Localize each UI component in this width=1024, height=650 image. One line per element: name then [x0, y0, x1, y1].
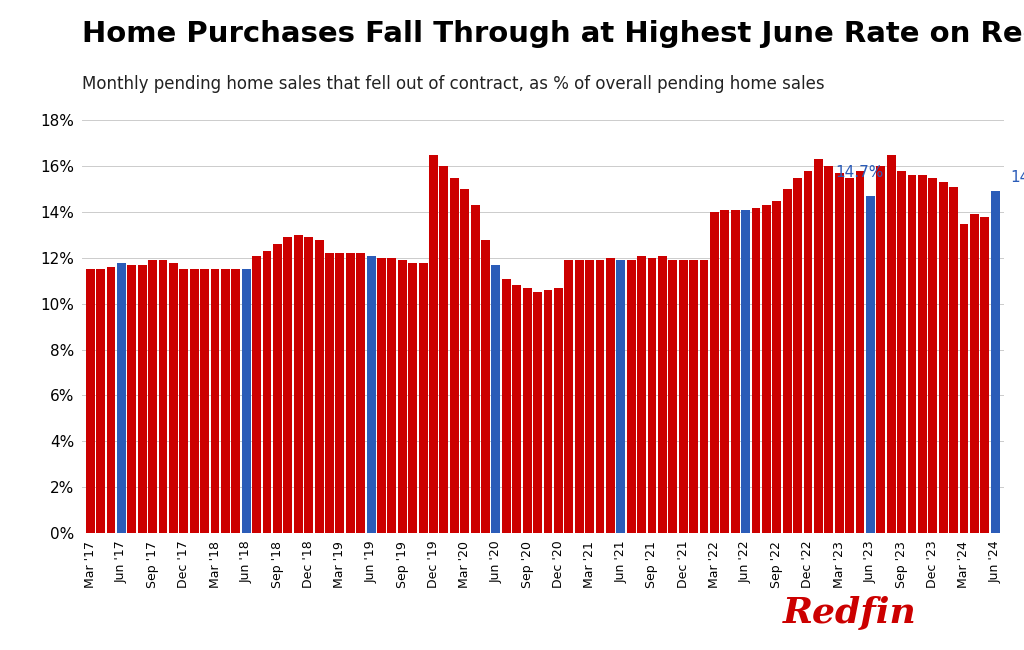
- Bar: [772, 201, 781, 533]
- Bar: [814, 159, 823, 533]
- Bar: [262, 251, 271, 533]
- Bar: [866, 196, 874, 533]
- Bar: [522, 288, 531, 533]
- Bar: [273, 244, 282, 533]
- Bar: [720, 210, 729, 533]
- Bar: [554, 288, 563, 533]
- Bar: [762, 205, 771, 533]
- Bar: [929, 177, 937, 533]
- Bar: [741, 210, 750, 533]
- Bar: [356, 254, 366, 533]
- Bar: [284, 237, 292, 533]
- Bar: [699, 260, 709, 533]
- Bar: [804, 171, 812, 533]
- Bar: [794, 177, 802, 533]
- Bar: [231, 269, 241, 533]
- Text: 14.7%: 14.7%: [836, 165, 884, 180]
- Text: Redfin: Redfin: [782, 597, 916, 630]
- Bar: [294, 235, 303, 533]
- Bar: [96, 269, 105, 533]
- Bar: [918, 176, 927, 533]
- Bar: [336, 254, 344, 533]
- Bar: [689, 260, 698, 533]
- Bar: [86, 269, 94, 533]
- Bar: [731, 210, 739, 533]
- Bar: [367, 255, 376, 533]
- Bar: [419, 263, 428, 533]
- Bar: [429, 155, 438, 533]
- Bar: [980, 216, 989, 533]
- Bar: [398, 260, 407, 533]
- Bar: [949, 187, 958, 533]
- Bar: [616, 260, 626, 533]
- Bar: [637, 255, 646, 533]
- Bar: [138, 265, 146, 533]
- Bar: [679, 260, 687, 533]
- Bar: [596, 260, 604, 533]
- Bar: [877, 166, 885, 533]
- Bar: [148, 260, 157, 533]
- Bar: [325, 254, 334, 533]
- Bar: [346, 254, 354, 533]
- Bar: [959, 224, 969, 533]
- Bar: [939, 182, 947, 533]
- Bar: [585, 260, 594, 533]
- Bar: [574, 260, 584, 533]
- Bar: [845, 177, 854, 533]
- Bar: [502, 279, 511, 533]
- Bar: [897, 171, 906, 533]
- Bar: [907, 176, 916, 533]
- Bar: [752, 207, 761, 533]
- Bar: [252, 255, 261, 533]
- Bar: [481, 240, 489, 533]
- Bar: [627, 260, 636, 533]
- Bar: [106, 267, 116, 533]
- Bar: [492, 265, 501, 533]
- Bar: [970, 214, 979, 533]
- Bar: [710, 212, 719, 533]
- Bar: [534, 292, 542, 533]
- Bar: [127, 265, 136, 533]
- Bar: [169, 263, 178, 533]
- Bar: [387, 258, 396, 533]
- Bar: [201, 269, 209, 533]
- Bar: [606, 258, 614, 533]
- Bar: [189, 269, 199, 533]
- Bar: [221, 269, 229, 533]
- Bar: [657, 255, 667, 533]
- Bar: [304, 237, 313, 533]
- Bar: [409, 263, 417, 533]
- Bar: [242, 269, 251, 533]
- Bar: [824, 166, 834, 533]
- Bar: [179, 269, 188, 533]
- Text: 14.9%: 14.9%: [1011, 170, 1024, 185]
- Bar: [991, 192, 999, 533]
- Bar: [471, 205, 479, 533]
- Bar: [782, 189, 792, 533]
- Bar: [159, 260, 168, 533]
- Bar: [512, 285, 521, 533]
- Bar: [647, 258, 656, 533]
- Bar: [669, 260, 677, 533]
- Bar: [835, 173, 844, 533]
- Bar: [314, 240, 324, 533]
- Bar: [544, 290, 552, 533]
- Bar: [564, 260, 573, 533]
- Bar: [117, 263, 126, 533]
- Text: Monthly pending home sales that fell out of contract, as % of overall pending ho: Monthly pending home sales that fell out…: [82, 75, 824, 93]
- Bar: [450, 177, 459, 533]
- Bar: [856, 171, 864, 533]
- Bar: [460, 189, 469, 533]
- Bar: [211, 269, 219, 533]
- Text: Home Purchases Fall Through at Highest June Rate on Record: Home Purchases Fall Through at Highest J…: [82, 20, 1024, 47]
- Bar: [377, 258, 386, 533]
- Bar: [439, 166, 449, 533]
- Bar: [887, 155, 896, 533]
